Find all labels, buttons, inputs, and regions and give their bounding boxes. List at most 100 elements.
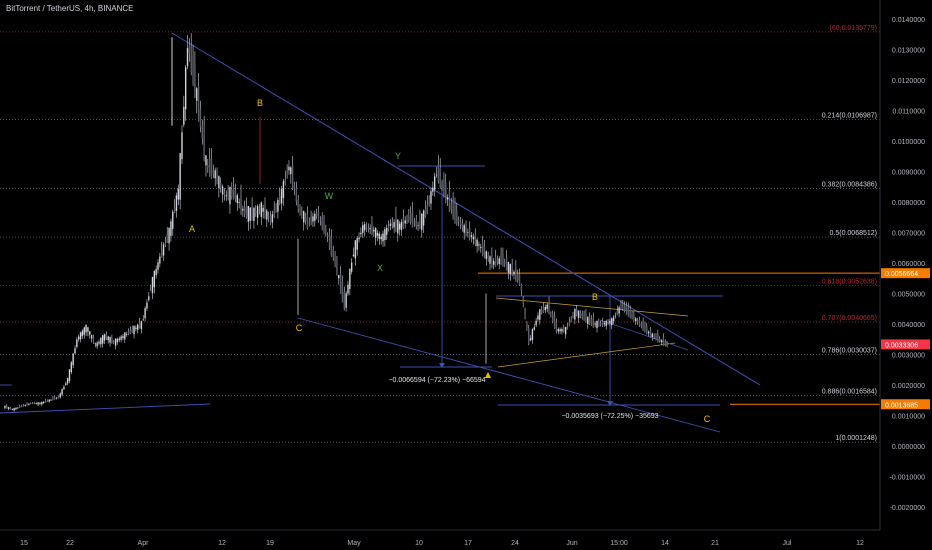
candle-body: [544, 307, 547, 311]
candle-body: [622, 303, 624, 309]
candle-body: [214, 170, 216, 179]
candle-body: [529, 338, 532, 341]
candle-body: [469, 228, 471, 239]
candle-body: [7, 407, 10, 409]
candle-body: [266, 210, 268, 220]
candle-body: [242, 208, 244, 211]
candle-body: [439, 167, 441, 188]
candle-body: [504, 262, 506, 264]
candle-body: [229, 186, 231, 205]
candle-body: [339, 272, 342, 294]
candle-body: [411, 210, 414, 227]
candle-body: [531, 329, 534, 340]
candle-body: [253, 207, 255, 221]
candle-body: [638, 320, 641, 326]
candle-body: [68, 369, 71, 381]
candle-body: [24, 404, 26, 406]
candle-body: [646, 326, 648, 334]
candle-body: [402, 217, 405, 228]
candle-body: [223, 192, 226, 196]
candle-body: [231, 189, 233, 197]
candle-body: [232, 186, 235, 199]
candle-body: [59, 393, 61, 398]
candle-body: [487, 255, 489, 259]
candle-body: [494, 256, 497, 267]
candle-body: [304, 217, 307, 221]
y-tick-label: 0.0130000: [892, 48, 925, 55]
candle-body: [216, 173, 218, 180]
candle-body: [408, 215, 410, 220]
measurement-label: −0.0066594 (−72.23%) −66594: [388, 377, 485, 384]
candle-body: [657, 334, 659, 343]
candle-body: [293, 185, 296, 189]
candle-body: [522, 297, 524, 303]
candle-body: [655, 335, 657, 339]
candle-body: [63, 386, 65, 390]
candle-body: [516, 274, 519, 281]
candle-body: [124, 332, 126, 340]
candle-body: [31, 403, 34, 404]
candle-body: [555, 322, 558, 333]
candle-body: [271, 214, 274, 223]
candle-body: [419, 218, 421, 229]
candle-body: [70, 362, 73, 373]
candle-body: [347, 284, 349, 294]
candle-body: [507, 261, 510, 273]
x-tick-label: 12: [218, 540, 226, 547]
candle-body: [83, 327, 85, 335]
candle-body: [537, 315, 539, 320]
candle-body: [397, 219, 399, 234]
orange-levels: [478, 272, 880, 405]
candle-body: [148, 296, 150, 300]
y-tick-label: 0.0100000: [892, 139, 925, 146]
candle-body: [20, 406, 23, 408]
lower-channel-line: [297, 317, 721, 433]
candle-body: [103, 334, 106, 341]
candle-body: [546, 304, 548, 309]
support-line: [0, 403, 211, 414]
candle-body: [380, 236, 382, 240]
candle-body: [592, 317, 594, 328]
candle-body: [199, 108, 202, 128]
candle-body: [472, 236, 475, 240]
y-tick-label: 0.0020000: [892, 383, 925, 390]
candle-body: [446, 197, 449, 200]
candle-body: [338, 275, 340, 279]
candle-body: [170, 221, 172, 236]
candle-body: [234, 190, 237, 199]
x-tick-label: 24: [511, 540, 519, 547]
candle-body: [310, 217, 312, 223]
x-tick-label: 22: [66, 540, 74, 547]
candle-body: [118, 338, 120, 340]
candle-body: [483, 246, 486, 257]
candle-body: [360, 232, 362, 235]
candle-body: [17, 407, 19, 409]
y-tick-label: 0.0080000: [892, 200, 925, 207]
candle-body: [511, 264, 513, 275]
candle-body: [474, 234, 476, 245]
candle-body: [356, 238, 358, 250]
candle-body: [11, 409, 13, 410]
candle-body: [664, 341, 666, 345]
candle-body: [159, 256, 161, 264]
x-tick-label: 15:00: [610, 540, 628, 547]
candle-body: [566, 326, 569, 329]
price-badge-label: 0.0033306: [885, 342, 918, 349]
candle-body: [428, 202, 430, 205]
candle-body: [122, 335, 124, 338]
candle-body: [153, 270, 156, 288]
triangle-lower-line: [497, 342, 676, 368]
candle-body: [463, 225, 465, 233]
candle-body: [345, 293, 347, 308]
candle-body: [173, 208, 176, 213]
candle-body: [4, 405, 6, 408]
candle-body: [660, 340, 663, 343]
candle-body: [50, 399, 52, 401]
candle-body: [41, 401, 43, 405]
candle-body: [452, 200, 454, 219]
y-tick-label: 0.0070000: [892, 231, 925, 238]
wave-marker: [485, 372, 491, 378]
candle-body: [415, 220, 417, 227]
candle-body: [524, 309, 526, 316]
